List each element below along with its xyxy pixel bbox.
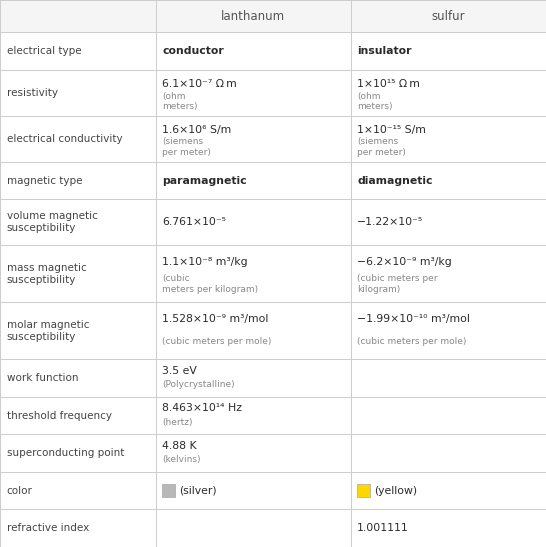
Text: threshold frequency: threshold frequency <box>7 411 111 421</box>
Text: 8.463×10¹⁴ Hz: 8.463×10¹⁴ Hz <box>162 403 242 413</box>
Text: molar magnetic
susceptibility: molar magnetic susceptibility <box>7 320 89 342</box>
Text: 1.6×10⁶ S/m: 1.6×10⁶ S/m <box>162 125 232 135</box>
Text: (Polycrystalline): (Polycrystalline) <box>162 381 235 389</box>
Bar <box>0 0 546 32</box>
Bar <box>0 199 546 245</box>
Text: 1×10⁻¹⁵ S/m: 1×10⁻¹⁵ S/m <box>357 125 426 135</box>
Text: (ohm
meters): (ohm meters) <box>162 91 198 111</box>
Text: work function: work function <box>7 373 78 383</box>
Text: mass magnetic
susceptibility: mass magnetic susceptibility <box>7 263 86 284</box>
Text: 1.528×10⁻⁹ m³/mol: 1.528×10⁻⁹ m³/mol <box>162 315 269 324</box>
Text: (siemens
per meter): (siemens per meter) <box>162 137 211 157</box>
Bar <box>0 302 546 359</box>
Text: (yellow): (yellow) <box>374 486 417 496</box>
Text: resistivity: resistivity <box>7 88 57 98</box>
Text: diamagnetic: diamagnetic <box>357 176 432 185</box>
Text: insulator: insulator <box>357 46 412 56</box>
Bar <box>0 359 546 397</box>
Text: 4.88 K: 4.88 K <box>162 441 197 451</box>
Text: (cubic meters per
kilogram): (cubic meters per kilogram) <box>357 275 437 294</box>
Text: electrical type: electrical type <box>7 46 81 56</box>
Text: (cubic meters per mole): (cubic meters per mole) <box>357 336 466 346</box>
Text: −1.99×10⁻¹⁰ m³/mol: −1.99×10⁻¹⁰ m³/mol <box>357 315 470 324</box>
Text: conductor: conductor <box>162 46 224 56</box>
Text: (cubic meters per mole): (cubic meters per mole) <box>162 336 271 346</box>
Bar <box>0 434 546 472</box>
Text: magnetic type: magnetic type <box>7 176 82 185</box>
Text: sulfur: sulfur <box>431 10 465 23</box>
Text: 6.761×10⁻⁵: 6.761×10⁻⁵ <box>162 217 226 227</box>
Bar <box>0 472 546 509</box>
Bar <box>0 116 546 162</box>
Text: −1.22×10⁻⁵: −1.22×10⁻⁵ <box>357 217 423 227</box>
Bar <box>0 509 546 547</box>
Bar <box>0 70 546 116</box>
Text: (ohm
meters): (ohm meters) <box>357 91 393 111</box>
Text: refractive index: refractive index <box>7 523 89 533</box>
Bar <box>0 245 546 302</box>
Text: 6.1×10⁻⁷ Ω m: 6.1×10⁻⁷ Ω m <box>162 79 237 89</box>
Bar <box>0 162 546 199</box>
Text: color: color <box>7 486 32 496</box>
Text: 3.5 eV: 3.5 eV <box>162 366 197 376</box>
Bar <box>0 32 546 70</box>
Text: −6.2×10⁻⁹ m³/kg: −6.2×10⁻⁹ m³/kg <box>357 257 452 267</box>
Text: 1.001111: 1.001111 <box>357 523 409 533</box>
Text: 1.1×10⁻⁸ m³/kg: 1.1×10⁻⁸ m³/kg <box>162 257 248 267</box>
Text: (siemens
per meter): (siemens per meter) <box>357 137 406 157</box>
FancyBboxPatch shape <box>162 484 175 497</box>
Bar <box>0 397 546 434</box>
Text: volume magnetic
susceptibility: volume magnetic susceptibility <box>7 212 97 233</box>
Text: lanthanum: lanthanum <box>221 10 285 23</box>
Text: (hertz): (hertz) <box>162 418 193 427</box>
Text: (cubic
meters per kilogram): (cubic meters per kilogram) <box>162 275 258 294</box>
FancyBboxPatch shape <box>357 484 370 497</box>
Text: paramagnetic: paramagnetic <box>162 176 247 185</box>
Text: (silver): (silver) <box>179 486 217 496</box>
Text: superconducting point: superconducting point <box>7 448 124 458</box>
Text: 1×10¹⁵ Ω m: 1×10¹⁵ Ω m <box>357 79 420 89</box>
Text: (kelvins): (kelvins) <box>162 456 201 464</box>
Text: electrical conductivity: electrical conductivity <box>7 134 122 144</box>
